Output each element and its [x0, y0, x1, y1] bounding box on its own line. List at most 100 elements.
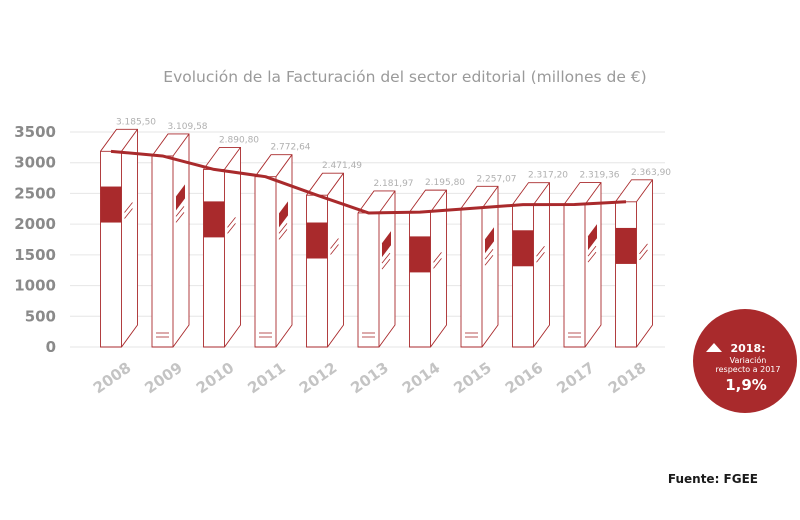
chart-title: Evolución de la Facturación del sector e…: [163, 68, 646, 86]
bar-detail: [330, 238, 339, 249]
bar-spine-band: [382, 231, 391, 258]
data-label: 2.181,97: [373, 179, 413, 189]
bar-book-outline: [460, 185, 499, 348]
x-tick-label: 2012: [296, 359, 341, 398]
variation-badge: 2018: Variación respecto a 2017 1,9%: [693, 309, 797, 413]
bar-detail: [227, 217, 236, 228]
bar-book-outline: [357, 190, 396, 348]
bar: [151, 133, 190, 348]
y-tick-label: 2500: [14, 184, 56, 202]
data-label: 3.185,50: [116, 117, 156, 127]
trend-line-path: [110, 149, 627, 215]
bar-detail: [124, 208, 133, 219]
bar-book-outline: [203, 146, 241, 348]
data-label: 2.890,80: [219, 135, 259, 145]
triangle-up-icon: [706, 343, 722, 352]
x-tick-label: 2017: [553, 359, 598, 398]
bar-spine-band: [588, 224, 597, 251]
y-tick-label: 3000: [14, 154, 56, 172]
bar-spine-band: [306, 222, 328, 259]
bar: [460, 185, 499, 348]
bar-detail: [639, 249, 648, 261]
data-label: 2.195,80: [425, 178, 465, 188]
bar-top-edge: [275, 154, 293, 177]
bar-detail: [278, 223, 288, 234]
badge-value: 1,9%: [725, 376, 767, 394]
bar-detail: [278, 229, 288, 240]
bar: [203, 146, 241, 348]
bar-detail: [536, 252, 545, 263]
bar-detail: [175, 206, 185, 217]
data-label: 2.319,36: [579, 171, 619, 181]
bar-top-edge: [584, 182, 602, 205]
bar-detail: [227, 223, 236, 234]
bar-detail: [484, 255, 494, 266]
bar-spine-band: [409, 236, 431, 273]
bar-top-edge: [481, 186, 499, 209]
x-axis: 2008 2009 2010 2011 2012 2013 2014 2015 2016 2017…: [90, 359, 650, 398]
badge-circle: [693, 309, 797, 413]
bar-detail: [587, 245, 597, 257]
x-tick-label: 2009: [141, 359, 186, 398]
data-label: 2.257,07: [476, 174, 516, 184]
bar-book-outline: [100, 128, 138, 348]
y-tick-label: 3500: [14, 123, 56, 141]
data-label: 2.363,90: [631, 168, 671, 178]
y-tick-label: 1500: [14, 246, 56, 264]
bar-spine-band: [279, 201, 288, 228]
bar: [563, 182, 602, 348]
bar-detail: [124, 202, 133, 213]
x-tick-label: 2013: [347, 359, 392, 398]
source-note: Fuente: FGEE: [667, 472, 758, 486]
bar-detail: [381, 252, 391, 264]
bar-spine-band: [485, 227, 494, 254]
bar: [357, 190, 396, 348]
bar-detail: [536, 246, 545, 257]
bar-spine-band: [203, 201, 225, 238]
bar-detail: [433, 258, 442, 269]
bar-top-edge: [636, 179, 653, 203]
badge-text-line1: Variación: [730, 355, 767, 365]
bar-detail: [175, 212, 185, 223]
bar: [100, 128, 138, 348]
bar-top-edge: [533, 182, 550, 205]
bar-detail: [639, 243, 648, 255]
data-label: 2.471,49: [322, 161, 362, 171]
data-label: 3.109,58: [167, 122, 207, 132]
x-tick-label: 2016: [502, 359, 547, 398]
x-tick-label: 2008: [90, 359, 135, 398]
bar-spine-band: [176, 184, 185, 211]
bar-detail: [484, 249, 494, 260]
bar-book-outline: [151, 133, 190, 348]
bar-detail: [330, 244, 339, 255]
bar-top-edge: [224, 147, 241, 170]
y-axis: 0 500 1000 1500 2000 2500 3000 3500: [14, 123, 56, 356]
bar-spine-band: [512, 230, 534, 267]
bar-detail: [381, 258, 391, 270]
bar-spine-band: [615, 227, 637, 264]
trend-line: [110, 149, 627, 215]
x-tick-label: 2010: [193, 359, 238, 398]
data-label: 2.317,20: [528, 171, 568, 181]
y-tick-label: 2000: [14, 215, 56, 233]
badge-year: 2018:: [730, 342, 765, 355]
y-tick-label: 1000: [14, 277, 56, 295]
badge-text-line2: respecto a 2017: [716, 365, 781, 374]
bar-top-edge: [327, 172, 344, 196]
bars: [100, 128, 653, 348]
data-labels: 3.185,50 3.109,58 2.890,80 2.772,64 2.471,49…: [116, 117, 671, 189]
bar-top-edge: [121, 129, 138, 152]
bar: [409, 189, 447, 348]
bar-detail: [433, 252, 442, 263]
y-tick-label: 0: [46, 338, 56, 356]
x-tick-label: 2011: [244, 359, 289, 398]
bar-spine-band: [100, 186, 122, 223]
bar: [615, 179, 653, 348]
bar-top-edge: [172, 133, 190, 157]
bar-detail: [587, 251, 597, 263]
x-tick-label: 2014: [399, 359, 444, 398]
bar: [306, 172, 344, 348]
y-tick-label: 500: [25, 307, 56, 325]
bar: [512, 182, 550, 348]
